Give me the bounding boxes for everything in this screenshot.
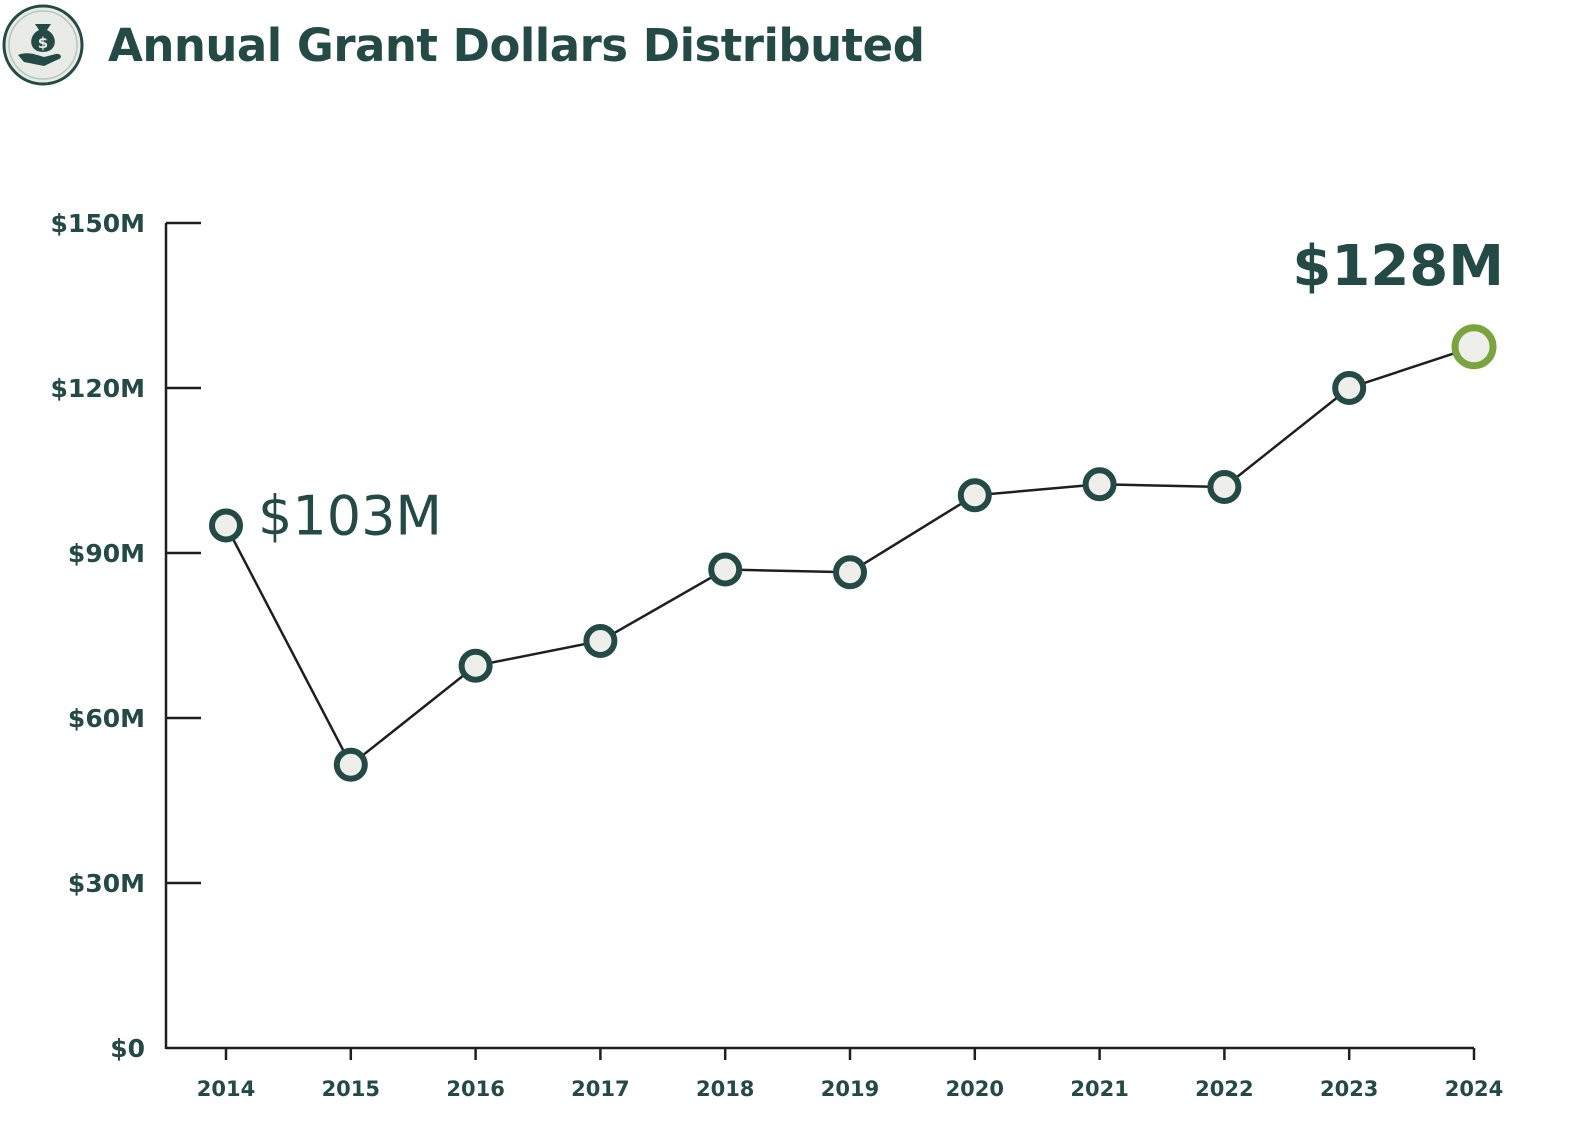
x-tick-label: 2016 (446, 1077, 504, 1101)
x-tick-label: 2017 (571, 1077, 629, 1101)
x-tick-label: 2018 (696, 1077, 754, 1101)
x-tick-label: 2015 (322, 1077, 380, 1101)
data-point (1207, 470, 1242, 504)
x-tick-label: 2019 (821, 1077, 879, 1101)
x-axis-ticks: 2014 2015 2016 2017 2018 2019 2020 2021 2022 2023… (197, 1048, 1503, 1101)
y-tick-label: $30M (68, 869, 145, 898)
chart-header: $ Annual Grant Dollars Distributed (2, 2, 925, 88)
x-tick-label: 2023 (1320, 1077, 1378, 1101)
x-tick-label: 2022 (1195, 1077, 1253, 1101)
svg-text:$: $ (38, 34, 48, 52)
axes (164, 223, 1474, 1050)
chart-title: Annual Grant Dollars Distributed (108, 18, 925, 72)
money-bag-hand-icon: $ (2, 4, 84, 86)
data-point (458, 648, 493, 683)
data-point (708, 552, 743, 587)
data-point (957, 478, 992, 513)
y-tick-label: $120M (51, 374, 145, 403)
annotation-last-value: $128M (1292, 234, 1504, 299)
data-point (1332, 371, 1367, 405)
data-point (833, 555, 867, 590)
data-point (1082, 467, 1117, 502)
data-point (583, 624, 618, 658)
data-point (209, 508, 243, 543)
y-tick-label: $60M (68, 704, 145, 733)
data-point-highlight (1451, 324, 1497, 370)
data-point (333, 747, 368, 782)
y-tick-label: $0 (110, 1034, 145, 1063)
annotation-first-value: $103M (258, 485, 442, 548)
y-axis-ticks: $0 $30M $60M $90M $120M $150M (51, 209, 201, 1063)
y-tick-label: $90M (68, 539, 145, 568)
data-points (209, 324, 1497, 782)
x-tick-label: 2021 (1070, 1077, 1128, 1101)
y-tick-label: $150M (51, 209, 145, 238)
x-tick-label: 2020 (946, 1077, 1004, 1101)
x-tick-label: 2024 (1445, 1077, 1503, 1101)
x-tick-label: 2014 (197, 1077, 255, 1101)
